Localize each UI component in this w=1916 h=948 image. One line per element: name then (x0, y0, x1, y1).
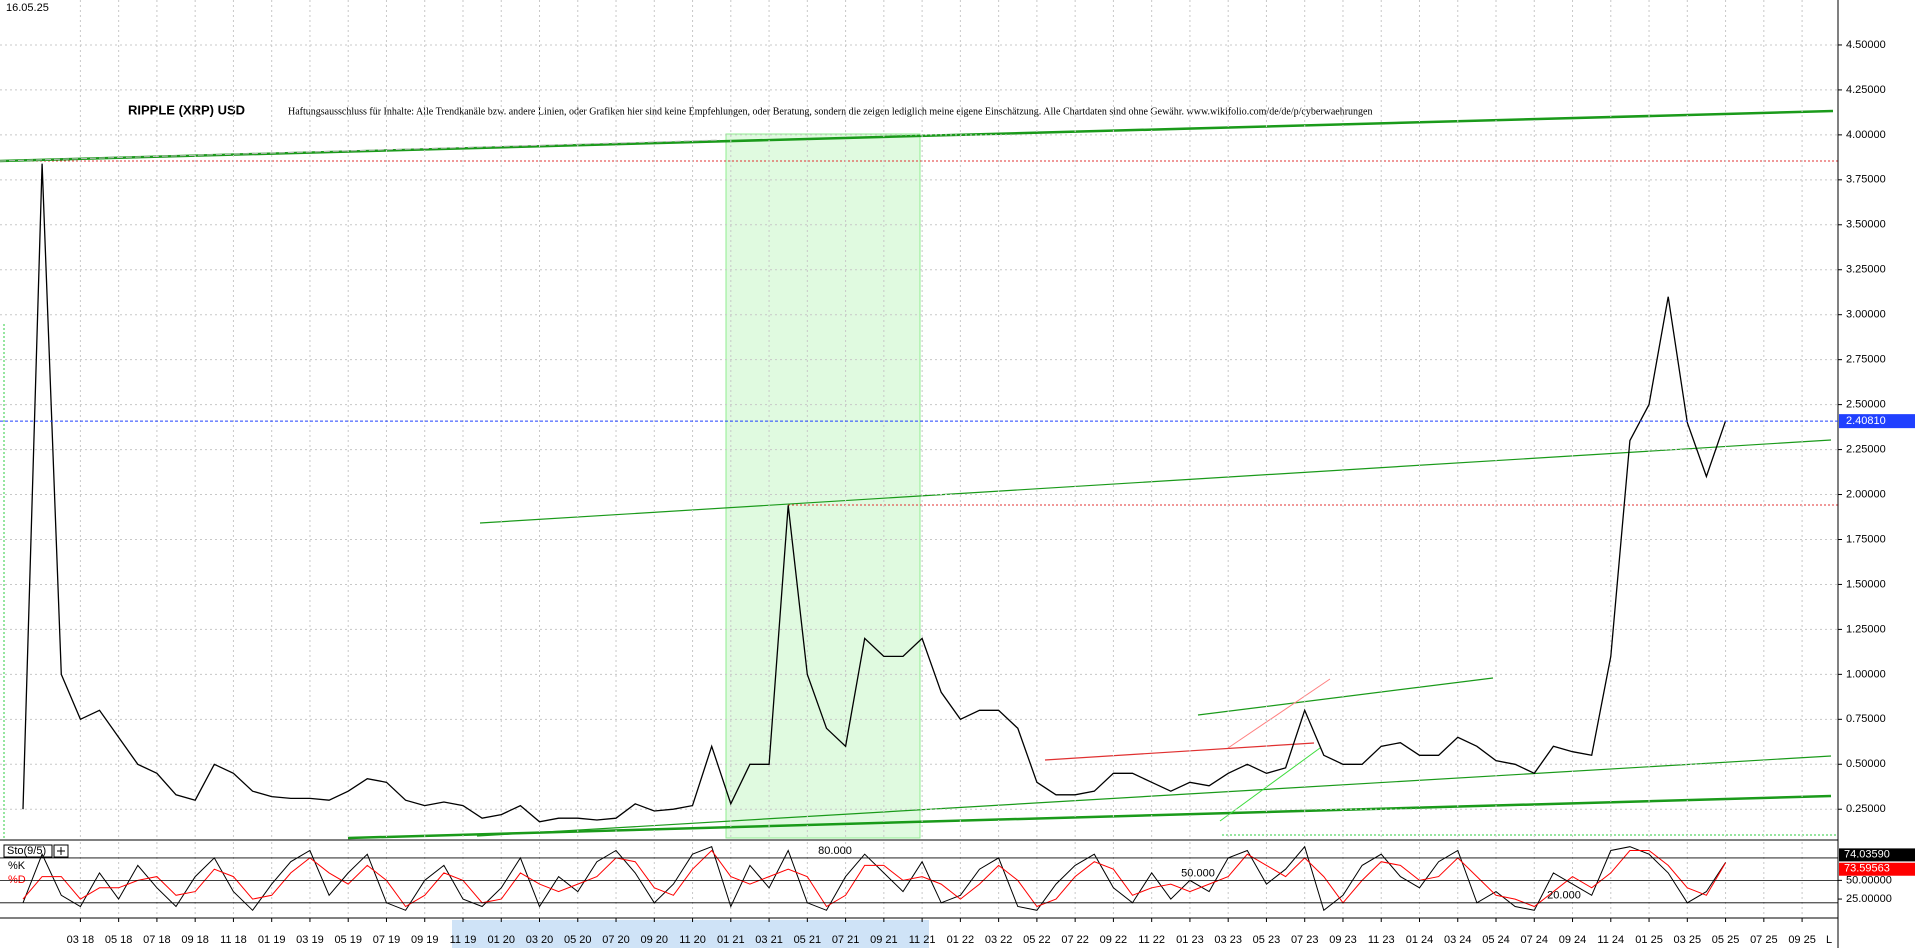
y-tick-label: 2.25000 (1846, 443, 1886, 455)
x-tick-label: 05 24 (1482, 934, 1510, 946)
y-tick-label: 3.50000 (1846, 219, 1886, 231)
y-tick-label: 1.75000 (1846, 533, 1886, 545)
legend-label: %K (8, 860, 26, 872)
level-label: 20.000 (1547, 890, 1581, 902)
x-tick-label: 05 18 (105, 934, 133, 946)
indicator-title: Sto(9/5) (7, 845, 46, 857)
x-tick-label: 01 24 (1406, 934, 1434, 946)
x-tick-label: 01 23 (1176, 934, 1204, 946)
x-tick-label: 03 20 (526, 934, 554, 946)
y-tick-label: 50.00000 (1846, 874, 1892, 886)
price-line (22, 163, 1727, 823)
trend-line (347, 794, 1832, 840)
x-tick-label: 11 18 (220, 934, 247, 946)
x-tick-label: 07 22 (1061, 934, 1089, 946)
x-tick-label: 11 24 (1597, 934, 1624, 946)
y-tick-label: 2.50000 (1846, 399, 1886, 411)
axis-highlight (452, 920, 929, 948)
x-tick-label: 05 20 (564, 934, 592, 946)
x-tick-label: 07 25 (1750, 934, 1778, 946)
x-tick-label: 05 19 (334, 934, 362, 946)
x-tick-label: 03 21 (755, 934, 783, 946)
x-tick-label: 01 25 (1635, 934, 1663, 946)
trend-line (476, 755, 1832, 837)
x-tick-label: 05 23 (1253, 934, 1281, 946)
y-tick-label: 2.75000 (1846, 354, 1886, 366)
x-tick-label: 07 18 (143, 934, 171, 946)
x-tick-label: 05 22 (1023, 934, 1051, 946)
y-tick-label: 0.25000 (1846, 803, 1886, 815)
indicator-line (22, 845, 1727, 912)
axis-end-label: L (1826, 934, 1832, 946)
x-tick-label: 11 20 (679, 934, 706, 946)
x-tick-label: 07 20 (602, 934, 630, 946)
y-tick-label: 4.50000 (1846, 39, 1886, 51)
x-tick-label: 09 22 (1100, 934, 1128, 946)
x-tick-label: 09 18 (181, 934, 209, 946)
chart-title: RIPPLE (XRP) USD (128, 102, 245, 117)
x-tick-label: 09 19 (411, 934, 439, 946)
x-tick-label: 03 23 (1214, 934, 1242, 946)
trend-line (0, 109, 1834, 163)
subtitle: Haftungsausschluss für Inhalte: Alle Tre… (288, 106, 1373, 117)
trend-line (0, 139, 721, 162)
trend-line (1227, 678, 1331, 749)
x-tick-label: 07 21 (832, 934, 860, 946)
x-tick-label: 09 20 (641, 934, 669, 946)
x-tick-label: 11 21 (909, 934, 936, 946)
y-tick-label: 3.00000 (1846, 309, 1886, 321)
x-tick-label: 09 25 (1788, 934, 1816, 946)
x-tick-label: 07 24 (1521, 934, 1549, 946)
legend-label: %D (8, 874, 26, 886)
level-label: 50.000 (1181, 867, 1215, 879)
x-tick-label: 03 22 (985, 934, 1013, 946)
y-tick-label: 25.00000 (1846, 893, 1892, 905)
y-tick-label: 4.25000 (1846, 84, 1886, 96)
trend-line (1044, 742, 1315, 761)
indicator-line (22, 849, 1727, 908)
last-price-label: 2.40810 (1846, 415, 1886, 427)
x-tick-label: 01 22 (947, 934, 975, 946)
y-tick-label: 1.00000 (1846, 668, 1886, 680)
last-price-box (1839, 414, 1915, 429)
x-tick-label: 01 19 (258, 934, 286, 946)
x-tick-label: 03 19 (296, 934, 324, 946)
x-tick-label: 09 24 (1559, 934, 1587, 946)
y-tick-label: 3.75000 (1846, 174, 1886, 186)
x-tick-label: 05 25 (1712, 934, 1740, 946)
value-label: 73.59563 (1844, 863, 1890, 875)
x-tick-label: 03 25 (1674, 934, 1702, 946)
y-tick-label: 1.25000 (1846, 623, 1886, 635)
y-tick-label: 4.00000 (1846, 129, 1886, 141)
x-tick-label: 11 19 (450, 934, 477, 946)
x-tick-label: 09 21 (870, 934, 898, 946)
value-label-box (1839, 848, 1915, 862)
y-tick-label: 0.75000 (1846, 713, 1886, 725)
x-tick-label: 05 21 (794, 934, 822, 946)
date: 16.05.25 (6, 2, 49, 14)
x-tick-label: 03 24 (1444, 934, 1472, 946)
x-tick-label: 03 18 (67, 934, 95, 946)
y-tick-label: 1.50000 (1846, 578, 1886, 590)
y-tick-label: 0.50000 (1846, 758, 1886, 770)
y-tick-label: 3.25000 (1846, 264, 1886, 276)
x-tick-label: 01 21 (717, 934, 745, 946)
x-tick-label: 09 23 (1329, 934, 1357, 946)
value-label: 74.03590 (1844, 848, 1890, 860)
trend-line (479, 439, 1832, 524)
value-label-box (1839, 862, 1915, 876)
x-tick-label: 07 23 (1291, 934, 1319, 946)
level-label: 80.000 (818, 845, 852, 857)
x-tick-label: 01 20 (487, 934, 515, 946)
x-tick-label: 11 23 (1368, 934, 1395, 946)
x-tick-label: 07 19 (373, 934, 401, 946)
trend-line (1197, 677, 1494, 716)
highlight-zone (725, 133, 921, 839)
y-tick-label: 2.00000 (1846, 488, 1886, 500)
x-tick-label: 11 22 (1138, 934, 1165, 946)
indicator-box (3, 844, 53, 858)
